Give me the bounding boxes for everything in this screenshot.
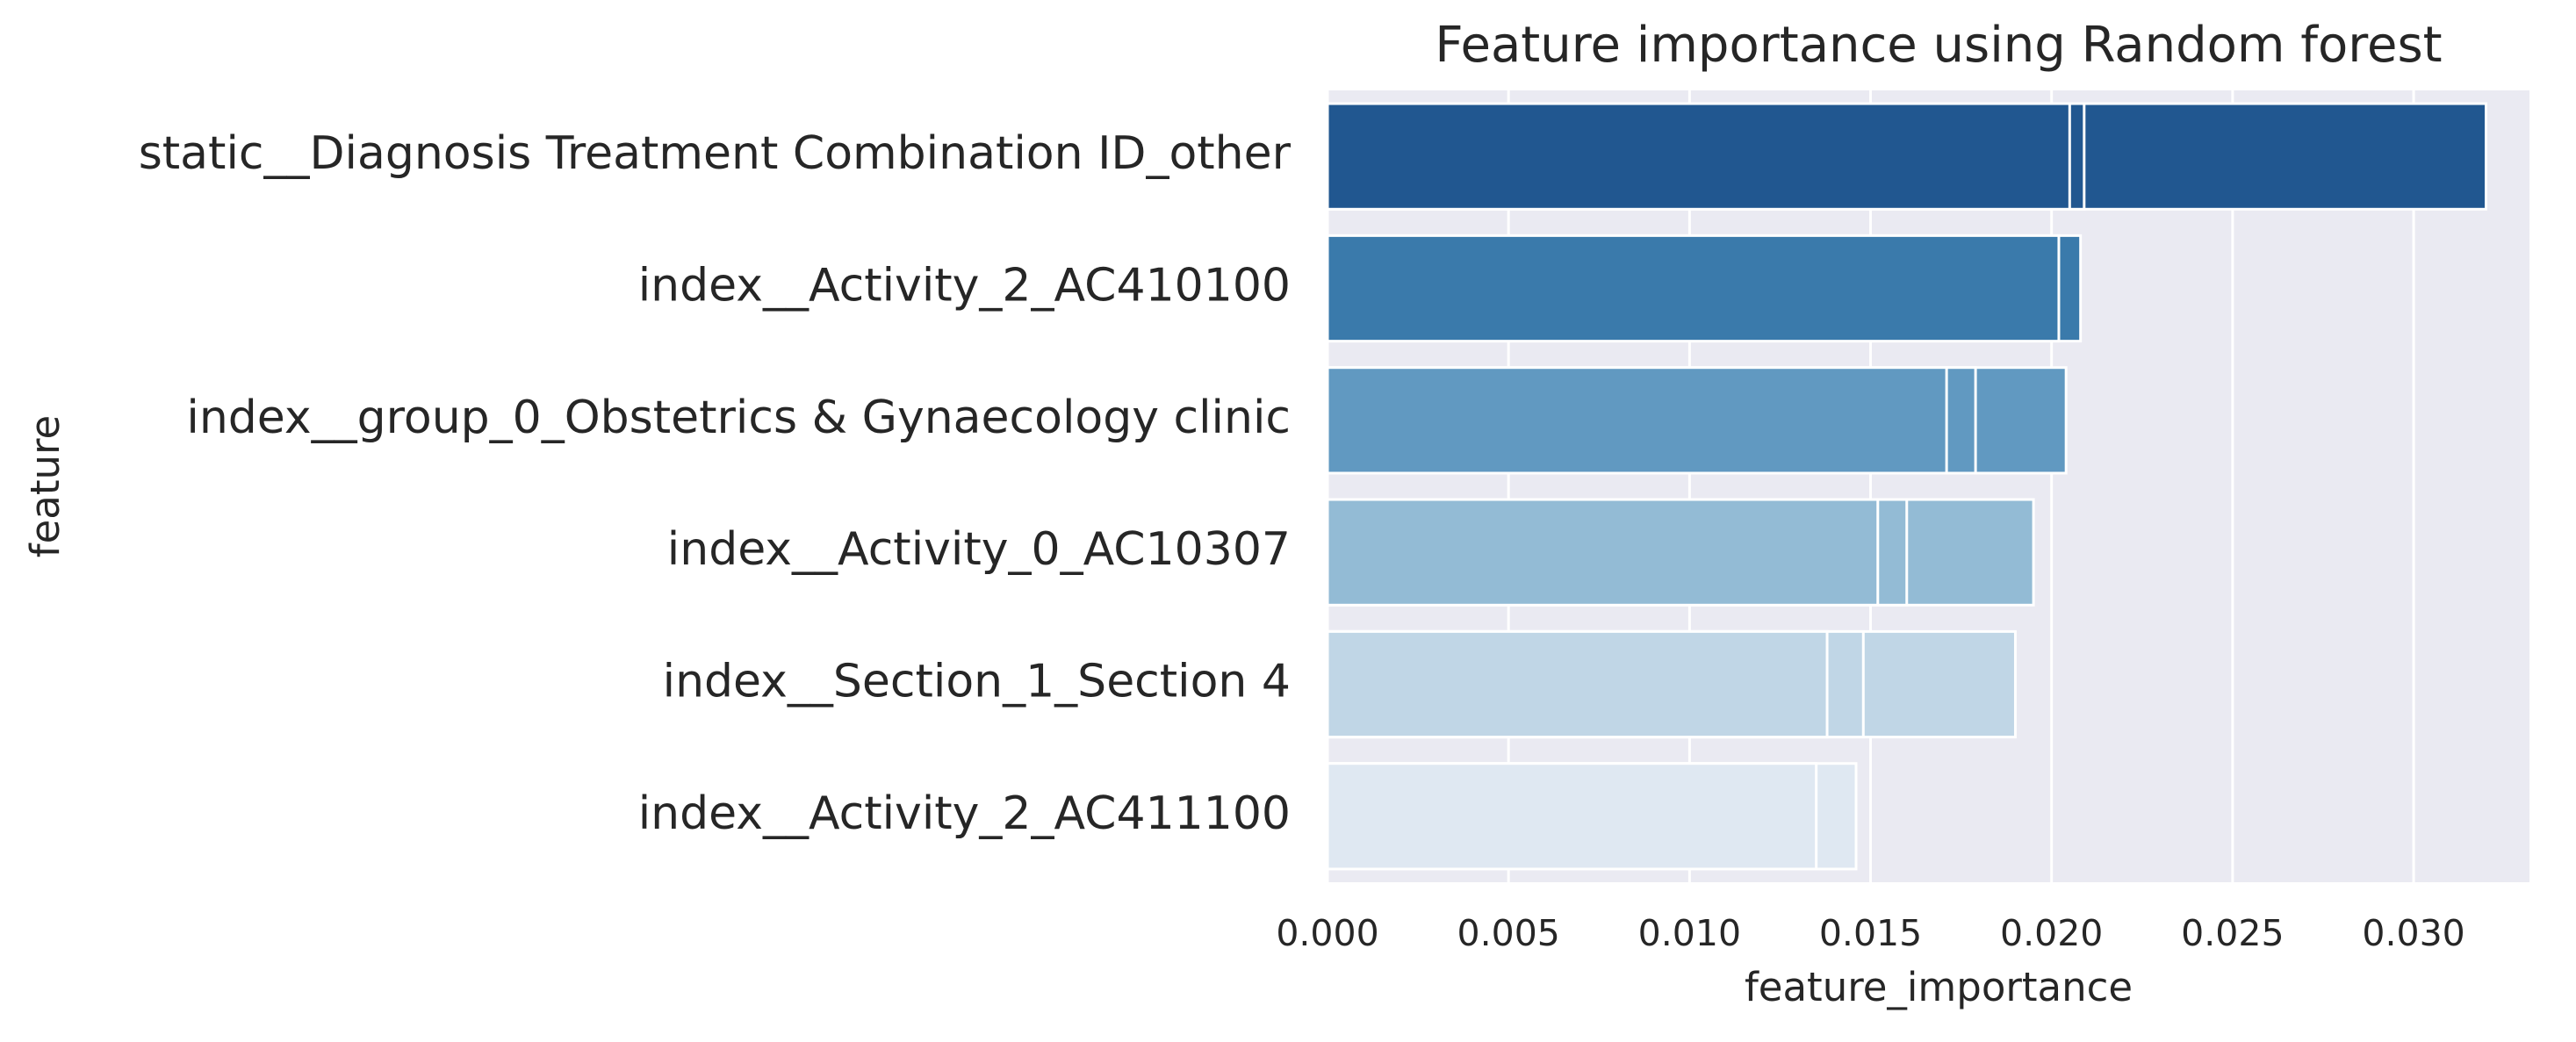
x-tick-label: 0.015: [1819, 912, 1922, 954]
bar: [1326, 629, 1829, 739]
x-tick-label: 0.010: [1638, 912, 1741, 954]
x-tick-label: 0.005: [1457, 912, 1559, 954]
y-tick-label: index__Activity_0_AC10307: [667, 523, 1291, 576]
x-tick-label: 0.025: [2181, 912, 2284, 954]
bar: [1326, 102, 2071, 211]
y-axis-label: feature: [22, 415, 68, 557]
y-tick-label: index__Section_1_Section 4: [663, 656, 1291, 708]
bar: [1326, 366, 1948, 475]
chart-title: Feature importance using Random forest: [1435, 17, 2442, 74]
bar: [1326, 762, 1818, 871]
plot-area: [1328, 90, 2529, 882]
bar: [1326, 498, 1880, 607]
y-tick-label: static__Diagnosis Treatment Combination …: [139, 127, 1292, 180]
x-tick-label: 0.020: [2000, 912, 2103, 954]
y-tick-label: index__group_0_Obstetrics & Gynaecology …: [186, 392, 1291, 444]
bars: [1326, 102, 2488, 871]
x-tick-label: 0.030: [2362, 912, 2464, 954]
y-tick-label: index__Activity_2_AC411100: [638, 787, 1291, 840]
grid: [1326, 90, 2415, 882]
y-tick-label: index__Activity_2_AC410100: [638, 260, 1291, 313]
x-tick-label: 0.000: [1276, 912, 1378, 954]
x-axis-label: feature_importance: [1745, 964, 2133, 1010]
bar: [1326, 234, 2061, 343]
